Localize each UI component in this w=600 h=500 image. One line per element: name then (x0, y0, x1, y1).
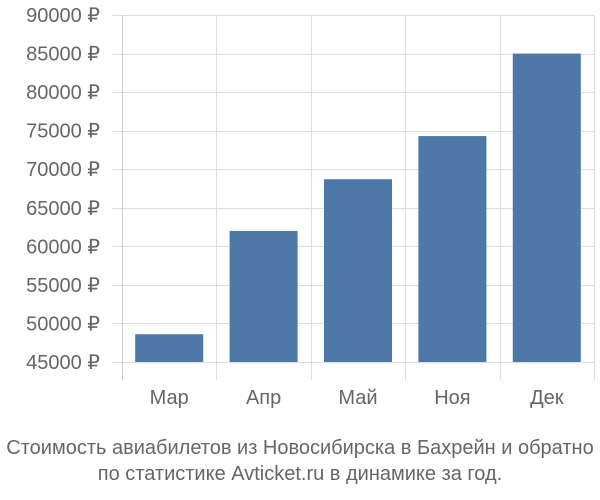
y-tick-label: 55000 ₽ (26, 275, 100, 297)
bar-chart: 45000 ₽ 50000 ₽ 55000 ₽ 60000 ₽ 65000 ₽ 70000… (26, 5, 595, 409)
x-tick-label: Апр (246, 387, 281, 409)
y-tick-label: 60000 ₽ (26, 236, 100, 258)
x-tick-label: Май (338, 387, 377, 409)
x-tick-label: Дек (530, 387, 564, 409)
x-tick-label: Ноя (434, 387, 470, 409)
bar-Дек (512, 53, 581, 363)
bar-Апр (229, 230, 298, 362)
bar-Мар (135, 334, 204, 362)
y-tick-label: 50000 ₽ (26, 313, 100, 335)
y-tick-label: 90000 ₽ (26, 5, 100, 27)
x-tick-label: Мар (150, 387, 189, 409)
y-tick-label: 65000 ₽ (26, 198, 100, 220)
y-tick-label: 80000 ₽ (26, 82, 100, 104)
y-tick-label: 70000 ₽ (26, 159, 100, 181)
chart-caption-line-2: по статистике Avticket.ru в динамике за … (97, 463, 503, 485)
y-tick-label: 85000 ₽ (26, 44, 100, 66)
y-tick-label: 75000 ₽ (26, 121, 100, 143)
bar-Май (324, 179, 392, 362)
y-tick-label: 45000 ₽ (26, 352, 100, 374)
bar-Ноя (418, 136, 487, 362)
chart-caption-line-1: Стоимость авиабилетов из Новосибирска в … (6, 437, 594, 459)
